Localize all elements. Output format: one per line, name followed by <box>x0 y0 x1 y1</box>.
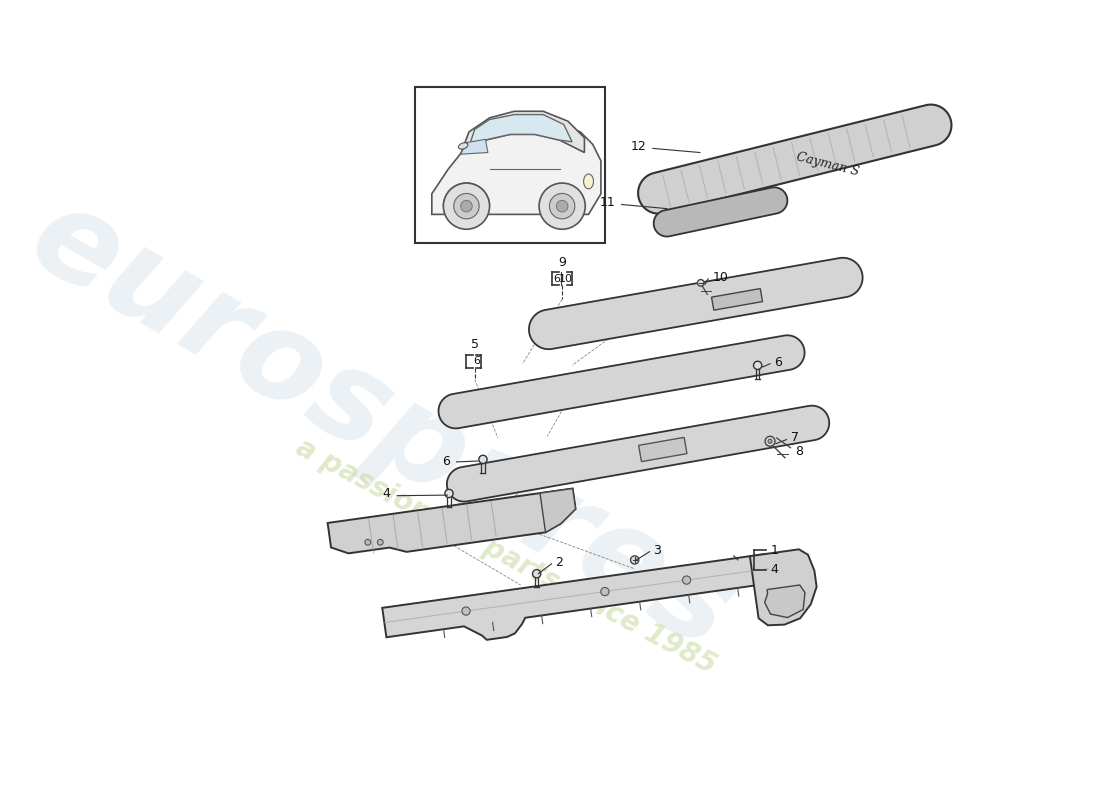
Text: 8: 8 <box>795 445 803 458</box>
Polygon shape <box>447 406 829 502</box>
Circle shape <box>754 362 762 370</box>
Polygon shape <box>439 335 804 428</box>
Polygon shape <box>638 105 952 214</box>
Circle shape <box>549 194 575 219</box>
Polygon shape <box>461 139 488 154</box>
Text: Cayman S: Cayman S <box>795 151 860 179</box>
Polygon shape <box>383 554 773 640</box>
Circle shape <box>601 587 609 596</box>
Polygon shape <box>461 111 584 154</box>
Circle shape <box>557 200 568 212</box>
Circle shape <box>377 539 383 545</box>
Ellipse shape <box>584 174 594 189</box>
Text: 11: 11 <box>600 196 615 210</box>
Text: 6: 6 <box>473 356 480 366</box>
Circle shape <box>478 455 487 463</box>
Circle shape <box>454 194 480 219</box>
Circle shape <box>697 279 704 286</box>
Circle shape <box>532 570 541 578</box>
Text: 6: 6 <box>553 274 560 284</box>
Text: 4: 4 <box>383 486 390 500</box>
Text: 6: 6 <box>774 355 782 369</box>
Text: 6: 6 <box>442 454 450 467</box>
Circle shape <box>766 436 775 446</box>
Circle shape <box>444 490 453 498</box>
Circle shape <box>462 607 470 615</box>
Text: eurospares: eurospares <box>10 174 755 674</box>
Text: 2: 2 <box>554 557 563 570</box>
Polygon shape <box>764 585 805 618</box>
Polygon shape <box>653 187 788 237</box>
Text: 1: 1 <box>771 543 779 557</box>
Polygon shape <box>540 489 575 532</box>
Circle shape <box>630 556 639 564</box>
Text: 7: 7 <box>791 431 799 445</box>
Polygon shape <box>639 438 688 462</box>
Text: 10: 10 <box>559 274 573 284</box>
Text: 3: 3 <box>652 544 661 558</box>
Text: 9: 9 <box>558 256 566 269</box>
Circle shape <box>539 183 585 230</box>
Text: 5: 5 <box>471 338 478 351</box>
Bar <box>416 86 605 243</box>
Circle shape <box>443 183 490 230</box>
Ellipse shape <box>459 142 468 149</box>
Polygon shape <box>469 114 572 146</box>
Polygon shape <box>443 183 490 206</box>
Text: 10: 10 <box>713 270 728 283</box>
Polygon shape <box>432 121 601 214</box>
Polygon shape <box>328 489 575 554</box>
Polygon shape <box>750 550 816 626</box>
Text: a passion for parts since 1985: a passion for parts since 1985 <box>292 434 720 680</box>
Circle shape <box>365 539 371 545</box>
Text: 4: 4 <box>771 563 779 576</box>
Circle shape <box>682 576 691 584</box>
Polygon shape <box>529 258 862 349</box>
Circle shape <box>461 200 472 212</box>
Polygon shape <box>712 289 762 310</box>
Text: 12: 12 <box>630 140 647 154</box>
Circle shape <box>768 439 772 443</box>
